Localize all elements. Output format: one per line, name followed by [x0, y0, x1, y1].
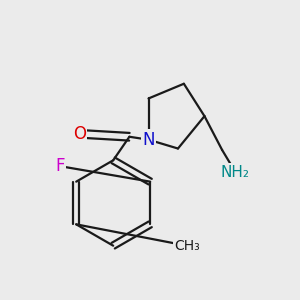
Text: F: F: [56, 157, 65, 175]
Text: O: O: [73, 125, 86, 143]
Text: CH₃: CH₃: [174, 239, 200, 253]
Text: N: N: [142, 131, 155, 149]
Text: NH₂: NH₂: [221, 165, 250, 180]
